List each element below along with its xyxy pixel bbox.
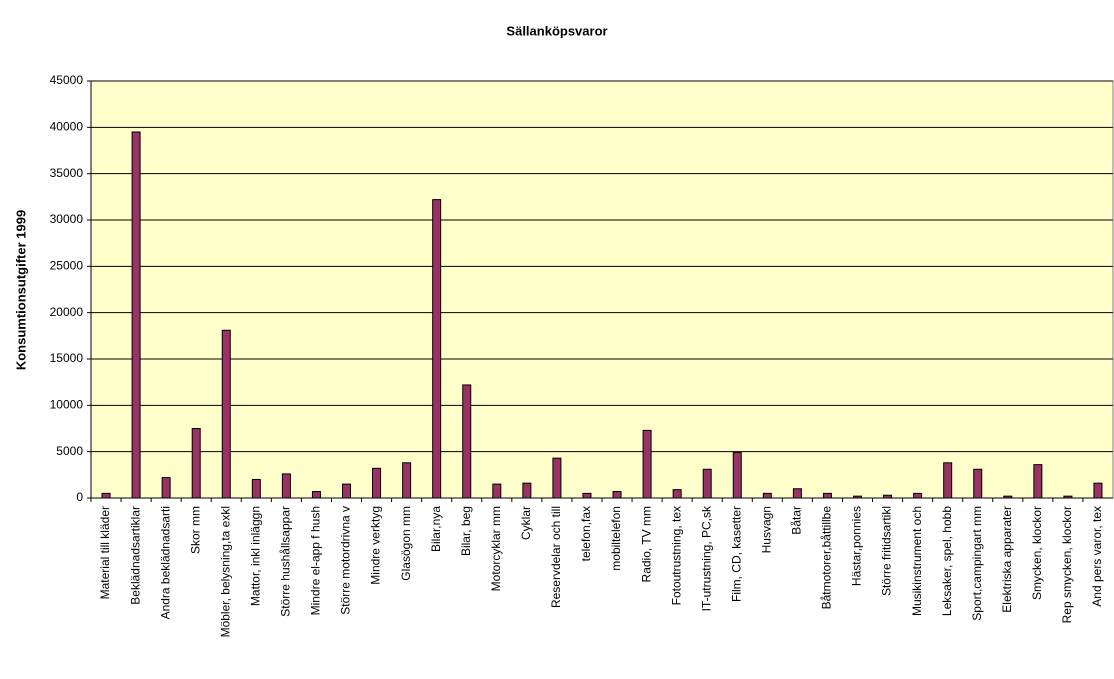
x-tick-label: Båtar — [790, 506, 804, 535]
bar — [792, 488, 802, 499]
x-tick-label: Mindre verktyg — [369, 506, 383, 585]
x-tick-label: Film, CD, kasetter — [729, 506, 743, 602]
x-tick-label: IT-utrustning, PC,sk — [699, 505, 713, 611]
bar — [853, 495, 862, 499]
bar — [973, 468, 983, 499]
bar — [402, 462, 412, 499]
x-tick-label: Leksaker, spel, hobb — [940, 506, 954, 616]
bar — [642, 429, 652, 499]
bar — [883, 494, 893, 499]
x-tick-label: Musikinstrument och — [910, 506, 924, 616]
bar — [251, 478, 261, 499]
bar — [702, 468, 712, 499]
x-tick-label: telefon,fax — [579, 506, 593, 561]
x-tick-label: Andra beklädnadsarti — [158, 506, 172, 619]
x-tick-label: Husvagn — [759, 506, 773, 553]
x-tick-label: Hästar,ponnies — [850, 506, 864, 586]
bar — [191, 428, 201, 499]
x-tick-label: Reservdelar och till — [549, 506, 563, 608]
x-tick-label: Radio, TV mm — [639, 506, 653, 582]
bar — [462, 384, 472, 499]
bar — [131, 131, 141, 499]
x-tick-label: Bilar, beg — [459, 506, 473, 556]
x-tick-label: Större motordrivna v — [339, 506, 353, 615]
y-tick-label: 5000 — [56, 444, 83, 458]
x-tick-label: Rep smycken, klockor — [1060, 506, 1074, 623]
plot-area — [90, 80, 1114, 499]
x-tick-label: Material till kläder — [98, 506, 112, 599]
bar — [221, 329, 231, 499]
bar — [582, 492, 592, 499]
y-tick-label: 15000 — [50, 351, 84, 365]
y-tick-label: 25000 — [50, 259, 84, 273]
y-tick-label: 20000 — [50, 305, 84, 319]
x-tick-label: And pers varor, tex — [1090, 506, 1104, 607]
x-tick-label: Glasögon mm — [399, 506, 413, 581]
bar — [762, 492, 772, 499]
bar — [1033, 464, 1043, 499]
x-tick-label: Beklädnadsartiklar — [128, 506, 142, 605]
x-tick-label: Fotoutrustning, tex — [669, 506, 683, 605]
x-tick-label: Större hushållsappar — [279, 506, 293, 617]
bar — [342, 483, 351, 499]
bar — [372, 467, 382, 499]
y-tick-label: 40000 — [50, 120, 84, 134]
bar — [101, 492, 111, 499]
bar — [552, 457, 562, 499]
chart-title: Sällanköpsvaror — [506, 23, 607, 38]
x-tick-label: Elektriska apparater — [1000, 506, 1014, 613]
bar — [311, 491, 321, 499]
y-tick-label: 0 — [76, 490, 83, 504]
y-tick-label: 45000 — [50, 73, 84, 87]
bar — [1063, 495, 1073, 499]
bar — [522, 482, 532, 499]
y-tick-label: 10000 — [50, 398, 84, 412]
x-tick-label: Bilar,nya — [429, 506, 443, 552]
bar — [161, 477, 171, 499]
x-tick-label: Båtmotorer,båttillbe — [820, 506, 834, 610]
bar — [913, 492, 923, 499]
x-tick-label: Motorcyklar mm — [489, 506, 503, 591]
bar — [672, 489, 682, 499]
bar — [432, 199, 442, 499]
x-tick-label: mobiltelefon — [609, 506, 623, 571]
bar — [492, 483, 502, 499]
y-tick-label: 30000 — [50, 212, 84, 226]
x-tick-label: Mattor, inkl inläggn — [248, 506, 262, 606]
bar — [281, 473, 291, 499]
x-tick-label: Smycken, klockor — [1030, 506, 1044, 600]
x-tick-label: Större fritidsartikl — [880, 506, 894, 596]
y-tick-label: 35000 — [50, 166, 84, 180]
x-tick-label: Skor mm — [188, 506, 202, 554]
bar — [612, 491, 622, 499]
x-tick-label: Möbler, belysning,ta exkl — [218, 506, 232, 637]
x-tick-label: Mindre el-app f hush — [309, 506, 323, 615]
bar — [732, 452, 742, 499]
bar — [1003, 495, 1013, 499]
bar — [943, 462, 953, 499]
bar — [822, 492, 832, 499]
x-tick-label: Cyklar — [519, 506, 533, 540]
x-tick-label: Sport,campingart mm — [970, 506, 984, 621]
y-axis-title: Konsumtionsutgifter 1999 — [13, 210, 28, 370]
bar — [1093, 482, 1103, 499]
